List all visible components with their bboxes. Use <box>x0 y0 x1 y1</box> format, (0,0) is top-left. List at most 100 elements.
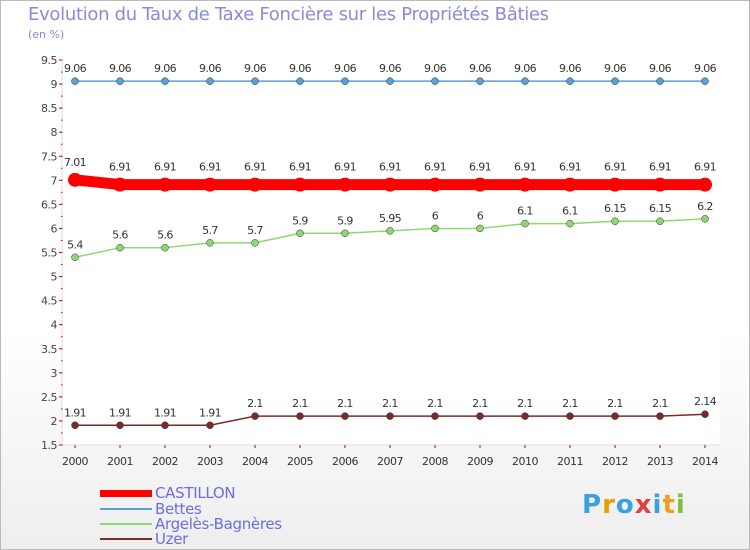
y-minor-tick <box>61 95 63 97</box>
y-tick-label: 8.5 <box>41 102 57 115</box>
plot-area <box>62 60 720 445</box>
data-point-bettes <box>71 77 79 85</box>
y-tick-label: 2.5 <box>41 391 57 404</box>
data-label-uzer: 1.91 <box>199 406 221 419</box>
data-point-castillon <box>293 177 307 192</box>
x-tick-label: 2006 <box>332 455 358 468</box>
y-minor-tick <box>61 239 63 241</box>
y-minor-tick <box>61 384 63 386</box>
data-label-bettes: 9.06 <box>334 62 357 75</box>
y-minor-tick <box>61 215 63 217</box>
data-point-uzer <box>476 412 484 420</box>
logo-letter: r <box>602 490 616 520</box>
data-point-argel-s-bagn-res <box>71 253 79 262</box>
x-tick-label: 2009 <box>467 455 493 468</box>
data-point-bettes <box>476 77 484 85</box>
data-label-castillon: 6.91 <box>649 161 671 174</box>
data-point-argel-s-bagn-res <box>611 217 619 225</box>
data-point-argel-s-bagn-res <box>116 243 124 252</box>
line-chart: 1.5 2 2.5 3 3.5 4 4.5 5 5.5 6 6.5 7 7.5 8 8.5 9 9.5 2000 2… <box>41 54 720 468</box>
data-point-uzer <box>701 410 709 418</box>
data-label-castillon: 6.91 <box>559 161 581 174</box>
data-label-bettes: 9.06 <box>559 62 582 75</box>
logo-letter: i <box>675 490 686 520</box>
data-label-bettes: 9.06 <box>469 62 492 75</box>
y-minor-tick <box>61 420 63 422</box>
x-tick-label: 2011 <box>557 455 583 468</box>
data-label-bettes: 9.06 <box>424 62 447 75</box>
data-point-bettes <box>521 77 529 85</box>
data-point-argel-s-bagn-res <box>161 243 169 252</box>
data-point-argel-s-bagn-res <box>566 219 574 228</box>
data-label-castillon: 6.91 <box>694 161 716 174</box>
data-point-uzer <box>431 412 439 420</box>
data-label-argel-s-bagn-res: 5.4 <box>67 238 83 251</box>
data-label-bettes: 9.06 <box>379 62 402 75</box>
y-tick-label: 9 <box>51 78 58 91</box>
x-tick-label: 2010 <box>512 455 538 468</box>
data-label-argel-s-bagn-res: 6.1 <box>517 205 533 218</box>
y-minor-tick <box>61 179 63 181</box>
data-label-castillon: 6.91 <box>109 161 131 174</box>
data-point-bettes <box>161 77 169 85</box>
y-minor-tick <box>61 83 63 85</box>
y-minor-tick <box>61 59 63 61</box>
data-point-uzer <box>566 412 574 420</box>
y-tick-label: 4 <box>51 319 58 332</box>
data-point-castillon <box>158 177 172 192</box>
data-point-bettes <box>701 77 709 85</box>
y-minor-tick <box>61 167 63 169</box>
legend-label-bettes: Bettes <box>155 500 202 518</box>
data-label-uzer: 2.1 <box>292 397 308 410</box>
data-point-castillon <box>653 177 667 192</box>
y-tick-label: 9.5 <box>41 54 57 67</box>
data-label-castillon: 6.91 <box>604 161 626 174</box>
data-label-argel-s-bagn-res: 5.95 <box>379 212 402 225</box>
data-point-uzer <box>116 421 124 430</box>
data-label-uzer: 2.1 <box>517 397 533 410</box>
data-label-bettes: 9.06 <box>694 62 717 75</box>
data-point-castillon <box>428 177 442 192</box>
legend-swatch-castillon <box>100 490 152 497</box>
data-point-argel-s-bagn-res <box>341 229 349 237</box>
data-label-argel-s-bagn-res: 5.9 <box>337 214 353 227</box>
logo-letter: P <box>582 490 603 520</box>
data-label-argel-s-bagn-res: 6.2 <box>697 200 713 213</box>
data-point-castillon <box>518 177 532 192</box>
y-minor-tick <box>61 276 63 278</box>
data-point-uzer <box>161 421 169 430</box>
legend-swatch-bettes <box>100 508 152 510</box>
data-label-uzer: 2.14 <box>694 395 717 408</box>
logo-letter: i <box>652 490 663 520</box>
chart-title: Evolution du Taux de Taxe Foncière sur l… <box>28 4 549 25</box>
data-label-castillon: 6.91 <box>244 161 266 174</box>
x-tick-label: 2008 <box>422 455 448 468</box>
data-label-argel-s-bagn-res: 5.7 <box>247 224 263 237</box>
y-minor-tick <box>61 71 63 73</box>
data-label-uzer: 1.91 <box>154 406 176 419</box>
y-minor-tick <box>61 300 63 302</box>
x-tick-label: 2004 <box>242 455 268 468</box>
data-point-bettes <box>656 77 664 85</box>
data-label-bettes: 9.06 <box>64 62 87 75</box>
data-point-castillon <box>563 177 577 192</box>
data-label-uzer: 1.91 <box>64 406 86 419</box>
data-label-bettes: 9.06 <box>514 62 537 75</box>
data-point-castillon <box>68 172 82 187</box>
y-minor-tick <box>61 203 63 205</box>
data-point-castillon <box>473 177 487 192</box>
chart-subtitle: (en %) <box>28 28 65 41</box>
data-label-argel-s-bagn-res: 5.9 <box>292 214 308 227</box>
x-tick-label: 2003 <box>197 455 223 468</box>
data-label-argel-s-bagn-res: 6.15 <box>604 202 627 215</box>
data-label-castillon: 7.01 <box>64 156 86 169</box>
data-point-uzer <box>656 412 664 420</box>
data-point-uzer <box>251 412 259 420</box>
data-label-castillon: 6.91 <box>424 161 446 174</box>
legend-label-castillon: CASTILLON <box>155 484 236 502</box>
data-label-castillon: 6.91 <box>514 161 536 174</box>
y-minor-tick <box>61 191 63 193</box>
data-point-argel-s-bagn-res <box>431 224 439 233</box>
y-minor-tick <box>61 107 63 109</box>
y-tick-label: 3.5 <box>41 343 57 356</box>
